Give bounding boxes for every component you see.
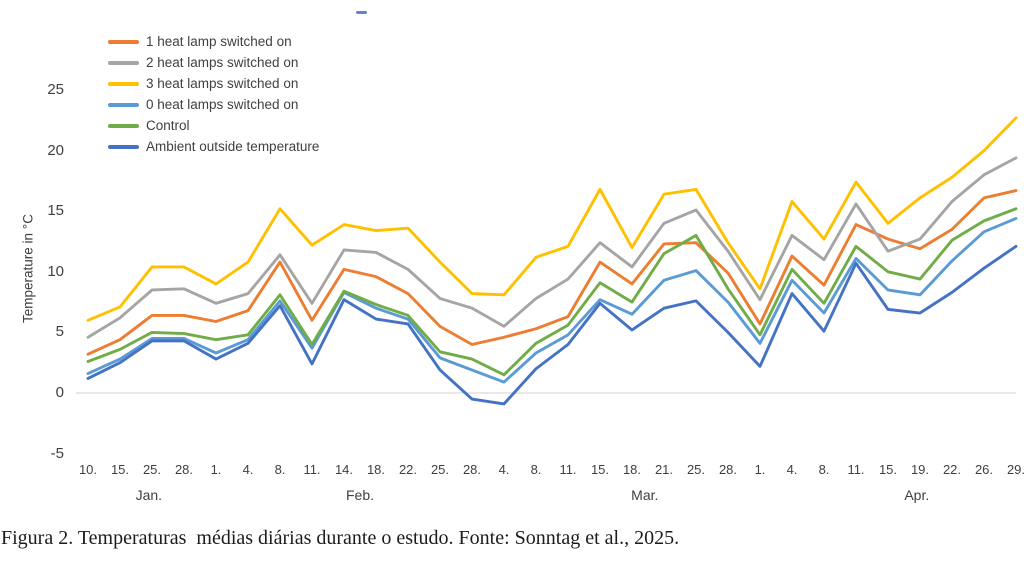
x-tick-label: 25. bbox=[142, 462, 162, 477]
legend-swatch-yellow-icon bbox=[108, 81, 139, 86]
legend-label: 2 heat lamps switched on bbox=[146, 55, 299, 70]
month-label: Feb. bbox=[345, 487, 374, 503]
x-tick-label: 8. bbox=[530, 462, 542, 477]
stray-mark bbox=[356, 11, 367, 14]
x-tick-label: 29. bbox=[1006, 462, 1024, 477]
x-tick-label: 4. bbox=[242, 462, 254, 477]
x-tick-label: 26. bbox=[974, 462, 994, 477]
x-tick-label: 21. bbox=[654, 462, 674, 477]
legend-swatch-orange-icon bbox=[108, 39, 139, 44]
legend-item-0-heat-lamps: 0 heat lamps switched on bbox=[108, 94, 319, 115]
legend-item-1-heat-lamp: 1 heat lamp switched on bbox=[108, 31, 319, 52]
x-tick-label: 14. bbox=[334, 462, 354, 477]
x-tick-label: 18. bbox=[622, 462, 642, 477]
x-tick-label: 1. bbox=[210, 462, 222, 477]
x-tick-label: 15. bbox=[110, 462, 130, 477]
x-tick-label: 28. bbox=[174, 462, 194, 477]
legend-label: Control bbox=[146, 118, 190, 133]
legend-label: 0 heat lamps switched on bbox=[146, 97, 299, 112]
chart-legend: 1 heat lamp switched on 2 heat lamps swi… bbox=[108, 31, 319, 157]
x-tick-label: 10. bbox=[78, 462, 98, 477]
legend-swatch-dark-blue-icon bbox=[108, 144, 139, 149]
legend-item-ambient: Ambient outside temperature bbox=[108, 136, 319, 157]
series-line-1-heat-lamp-switched-on bbox=[86, 189, 1018, 356]
legend-swatch-gray-icon bbox=[108, 60, 139, 65]
x-tick-label: 11. bbox=[847, 462, 865, 477]
x-tick-label: 22. bbox=[398, 462, 418, 477]
legend-label: 3 heat lamps switched on bbox=[146, 76, 299, 91]
month-label: Mar. bbox=[631, 487, 659, 503]
x-tick-label: 28. bbox=[718, 462, 738, 477]
x-tick-label: 4. bbox=[786, 462, 798, 477]
y-tick-label: 25 bbox=[47, 81, 64, 98]
y-tick-label: 20 bbox=[47, 141, 64, 159]
x-tick-label: 11. bbox=[303, 462, 321, 477]
x-tick-label: 19. bbox=[910, 462, 930, 477]
month-label: Jan. bbox=[135, 487, 163, 503]
legend-item-2-heat-lamps: 2 heat lamps switched on bbox=[108, 52, 319, 73]
y-tick-label: 10 bbox=[47, 262, 64, 280]
series-line-2-heat-lamps-switched-on bbox=[86, 156, 1018, 339]
y-tick-label: 15 bbox=[47, 202, 64, 220]
x-tick-label: 8. bbox=[274, 462, 286, 477]
x-tick-label: 22. bbox=[942, 462, 962, 477]
x-tick-label: 25. bbox=[430, 462, 450, 477]
series-line-control bbox=[86, 207, 1018, 377]
legend-item-control: Control bbox=[108, 115, 319, 136]
x-tick-label: 28. bbox=[462, 462, 482, 477]
figure-caption: Figura 2. Temperaturas médias diárias du… bbox=[1, 527, 680, 549]
y-tick-label: -5 bbox=[50, 444, 64, 462]
x-tick-label: 25. bbox=[686, 462, 706, 477]
x-tick-label: 11. bbox=[559, 462, 577, 477]
series-line-0-heat-lamps-switched-on bbox=[86, 217, 1018, 384]
x-tick-label: 4. bbox=[498, 462, 510, 477]
series-line-ambient-outside-temperature bbox=[86, 244, 1018, 406]
legend-swatch-light-blue-icon bbox=[108, 102, 139, 107]
month-label: Apr. bbox=[904, 487, 930, 503]
y-tick-label: 0 bbox=[55, 384, 64, 401]
legend-label: 1 heat lamp switched on bbox=[146, 34, 292, 49]
series-line-3-heat-lamps-switched-on bbox=[86, 116, 1018, 322]
x-tick-label: 15. bbox=[878, 462, 898, 477]
x-tick-label: 18. bbox=[366, 462, 386, 477]
x-tick-label: 8. bbox=[818, 462, 830, 477]
x-tick-label: 1. bbox=[754, 462, 766, 477]
legend-swatch-green-icon bbox=[108, 123, 139, 128]
x-tick-label: 15. bbox=[590, 462, 610, 477]
legend-item-3-heat-lamps: 3 heat lamps switched on bbox=[108, 73, 319, 94]
legend-label: Ambient outside temperature bbox=[146, 139, 320, 154]
y-tick-label: 5 bbox=[55, 323, 64, 341]
